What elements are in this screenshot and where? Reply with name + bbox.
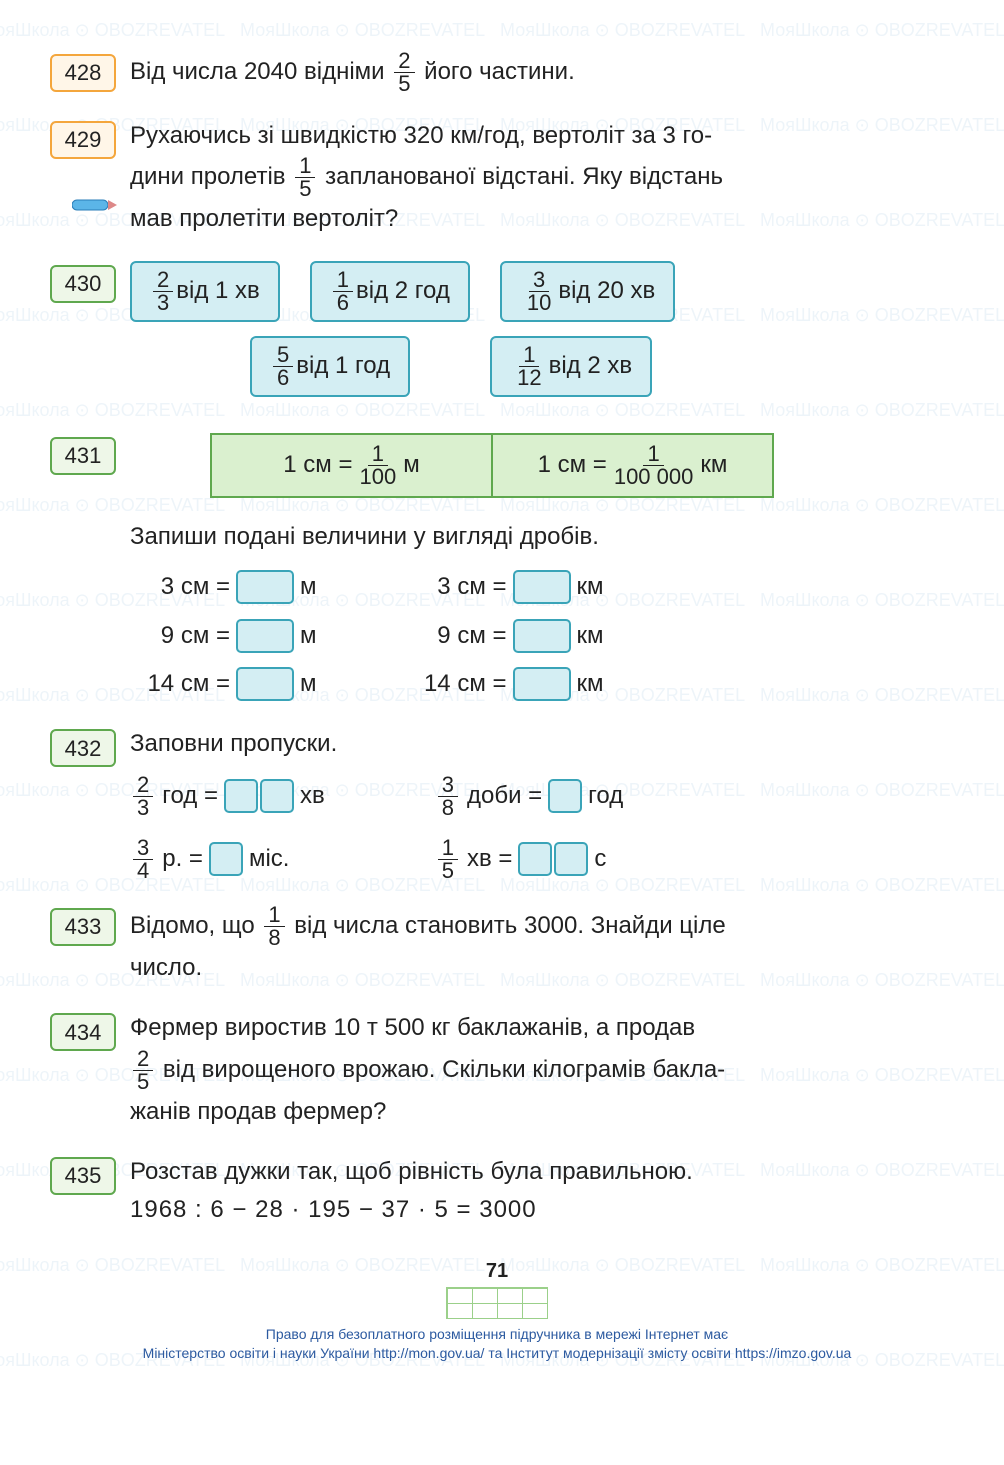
task-text: Рухаючись зі швидкістю 320 км/год, верто… [130,117,944,239]
answer-box[interactable] [236,570,294,604]
fraction-chip: 16 від 2 год [310,261,470,322]
conversion-row: 14 см =км [417,665,604,703]
fill-row: 15 хв = с [435,837,624,882]
task-429: 429 Рухаючись зі швидкістю 320 км/год, в… [50,117,944,239]
task-number: 431 [50,437,116,475]
task-432: 432 Заповни пропуски. 23 год = хв 34 р. =… [50,725,944,881]
conversion-row: 3 см =км [417,568,604,606]
answer-box[interactable] [513,570,571,604]
table-cell: 1 см = 1100 м [212,435,493,496]
task-number: 432 [50,729,116,767]
conversion-row: 9 см =км [417,617,604,655]
task-number: 433 [50,908,116,946]
table-cell: 1 см = 1100 000 км [493,435,772,496]
answer-box[interactable] [513,619,571,653]
answer-box[interactable] [236,667,294,701]
page-number: 71 [50,1260,944,1283]
footer-link[interactable]: https://imzo.gov.ua [735,1345,851,1361]
task-435: 435 Розстав дужки так, щоб рівність була… [50,1153,944,1230]
task-number: 428 [50,54,116,92]
conversion-row: 14 см =м [140,665,317,703]
conversion-row: 9 см =м [140,617,317,655]
conversion-row: 3 см =м [140,568,317,606]
task-434: 434 Фермер виростив 10 т 500 кг баклажан… [50,1009,944,1131]
task-428: 428 Від числа 2040 відніми 25 його части… [50,50,944,95]
task-431: 431 1 см = 1100 м 1 см = 1100 000 км Зап… [50,433,944,704]
task-number: 434 [50,1013,116,1051]
task-text: Розстав дужки так, щоб рівність була пра… [130,1153,944,1230]
task-text: Відомо, що 18 від числа становить 3000. … [130,904,944,987]
task-text: Фермер виростив 10 т 500 кг баклажанів, … [130,1009,944,1131]
task-430: 430 23 від 1 хв 16 від 2 год 310 від 20 хв… [50,261,944,411]
answer-box[interactable] [209,842,243,876]
answer-box[interactable] [513,667,571,701]
fraction-chip: 112 від 2 хв [490,336,652,397]
instruction-text: Запиши подані величини у вигляді дробів. [130,518,944,556]
task-number: 429 [50,121,116,159]
fill-row: 34 р. = міс. [130,837,325,882]
answer-box[interactable] [554,842,588,876]
footer-link[interactable]: http://mon.gov.ua/ [373,1345,484,1361]
answer-box[interactable] [260,779,294,813]
instruction-text: Заповни пропуски. [130,725,944,763]
pencil-icon [72,197,117,213]
answer-box[interactable] [236,619,294,653]
fill-row: 38 доби = год [435,774,624,819]
answer-box[interactable] [224,779,258,813]
task-433: 433 Відомо, що 18 від числа становить 30… [50,904,944,987]
task-text: Від числа 2040 відніми 25 його частини. [130,50,944,95]
fill-row: 23 год = хв [130,774,325,819]
footer: Право для безоплатного розміщення підруч… [50,1325,944,1364]
fraction-chip: 23 від 1 хв [130,261,280,322]
fraction-chip: 310 від 20 хв [500,261,675,322]
answer-box[interactable] [518,842,552,876]
grid-decoration [446,1287,548,1319]
task-number: 430 [50,265,116,303]
task-number: 435 [50,1157,116,1195]
answer-box[interactable] [548,779,582,813]
fraction-chip: 56 від 1 год [250,336,410,397]
conversion-table: 1 см = 1100 м 1 см = 1100 000 км [210,433,774,498]
